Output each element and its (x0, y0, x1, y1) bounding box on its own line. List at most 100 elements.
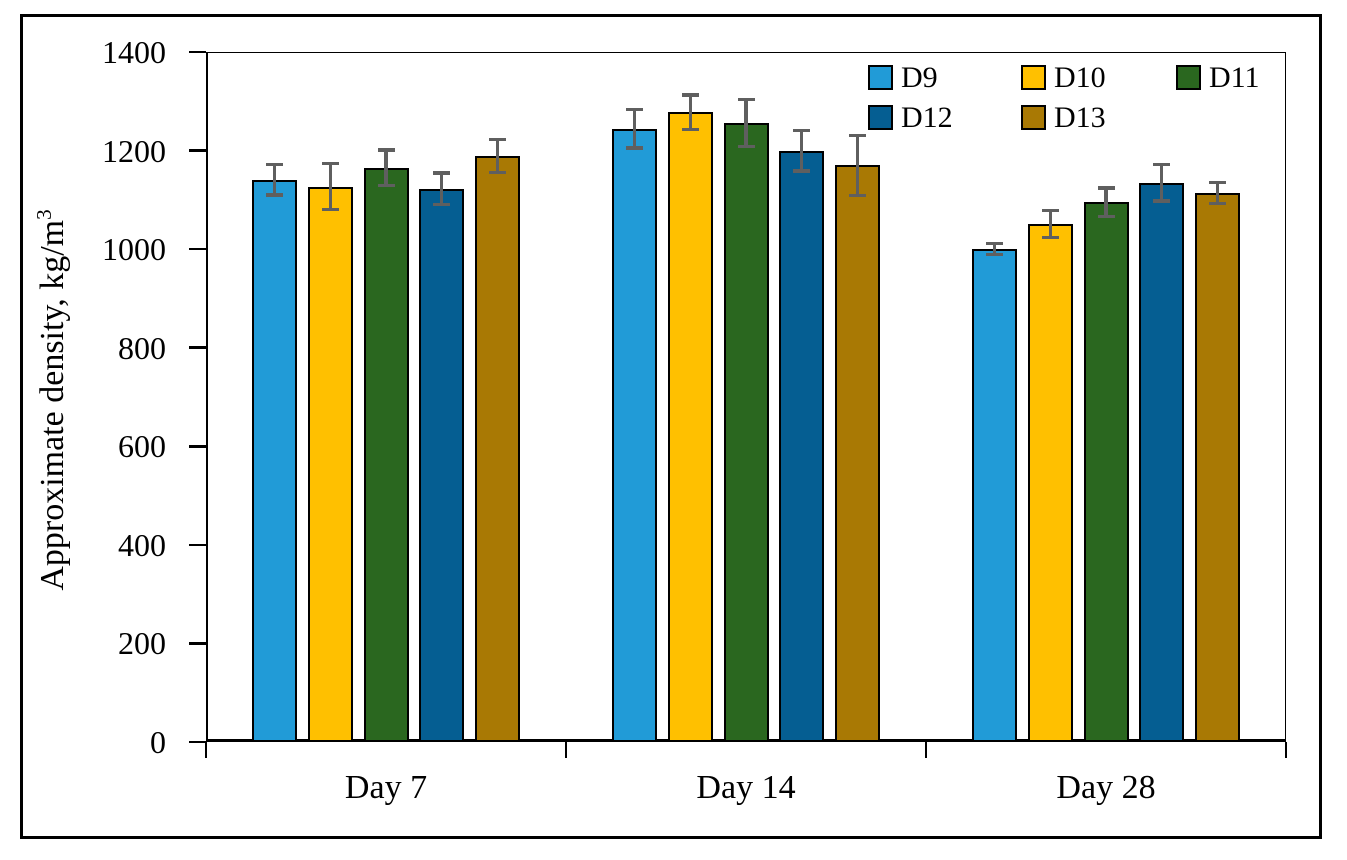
legend-label-d13: D13 (1054, 101, 1106, 134)
bar-d9-day14 (612, 128, 658, 742)
x-axis-category-label: Day 14 (696, 769, 796, 806)
bar-d11-day7 (363, 167, 409, 742)
y-axis-tick (189, 642, 206, 645)
x-axis-category-label: Day 7 (344, 769, 428, 806)
bar-d13-day14 (834, 165, 880, 742)
error-bar-stem (1159, 164, 1164, 201)
y-axis-tick (189, 149, 206, 152)
legend-label-d10: D10 (1054, 61, 1106, 94)
error-bar-cap-top (793, 128, 811, 133)
bar-d10-day28 (1027, 224, 1073, 742)
legend-marker-d11 (1176, 65, 1201, 90)
error-bar-cap-bottom (1097, 214, 1115, 219)
error-bar-cap-top (626, 107, 644, 112)
x-axis-category-label: Day 28 (1056, 769, 1156, 806)
y-axis-tick (189, 740, 206, 744)
error-bar-cap-top (1153, 162, 1171, 167)
y-axis-title-superscript: 3 (31, 209, 56, 220)
legend-label-d9: D9 (901, 61, 938, 94)
error-bar-cap-top (737, 97, 755, 102)
error-bar-cap-top (681, 93, 699, 97)
bar-d12-day28 (1139, 182, 1185, 742)
y-axis-tick-label: 200 (118, 625, 166, 662)
legend-marker-d10 (1021, 65, 1046, 90)
y-axis-tick-label: 0 (150, 724, 166, 760)
bar-d12-day7 (419, 188, 465, 742)
y-axis-tick-label: 800 (118, 329, 166, 366)
legend-item-d11: D11 (1176, 61, 1260, 94)
error-bar-cap-bottom (737, 144, 755, 149)
error-bar-stem (272, 164, 277, 195)
error-bar-cap-bottom (986, 252, 1004, 257)
error-bar-cap-top (848, 133, 866, 138)
y-axis-tick (189, 346, 206, 349)
x-axis-tick (564, 742, 568, 758)
error-bar-cap-bottom (848, 193, 866, 198)
legend-item-d9: D9 (868, 61, 938, 94)
error-bar-cap-bottom (488, 170, 506, 174)
error-bar-cap-top (377, 148, 395, 152)
error-bar-cap-top (321, 161, 339, 166)
error-bar-stem (439, 172, 444, 205)
error-bar-cap-top (986, 241, 1004, 246)
bar-d9-day7 (252, 179, 298, 742)
bar-d13-day28 (1194, 192, 1240, 742)
error-bar-stem (1104, 188, 1108, 217)
legend-marker-d12 (868, 105, 893, 130)
error-bar-cap-bottom (626, 146, 644, 150)
error-bar-stem (632, 109, 637, 149)
bar-d11-day28 (1083, 202, 1129, 742)
error-bar-cap-top (1208, 180, 1226, 185)
legend-label-d12: D12 (901, 101, 953, 134)
error-bar-stem (328, 163, 333, 210)
error-bar-stem (1215, 182, 1220, 204)
bar-d12-day14 (779, 150, 825, 742)
error-bar-stem (384, 150, 388, 186)
figure-border (20, 14, 1322, 839)
legend-item-d10: D10 (1021, 61, 1106, 94)
y-axis-tick (189, 445, 206, 448)
error-bar-cap-bottom (1153, 199, 1171, 203)
error-bar-stem (992, 243, 997, 255)
bar-d13-day7 (474, 155, 520, 742)
y-axis-tick-label: 400 (118, 526, 166, 563)
error-bar-stem (855, 135, 860, 196)
error-bar-cap-bottom (793, 169, 811, 173)
legend-marker-d13 (1021, 105, 1046, 130)
y-axis-tick-label: 600 (118, 428, 166, 465)
error-bar-cap-bottom (266, 193, 284, 197)
x-axis-tick (924, 742, 928, 758)
legend-item-d12: D12 (868, 101, 953, 134)
y-axis-tick (189, 247, 206, 251)
error-bar-cap-top (266, 162, 284, 167)
bar-d10-day7 (307, 186, 353, 742)
y-axis-tick-label: 1200 (102, 132, 166, 169)
error-bar-cap-top (488, 137, 506, 142)
y-axis-tick-label: 1400 (102, 34, 166, 70)
error-bar-stem (744, 99, 748, 147)
error-bar-stem (799, 130, 804, 171)
error-bar-stem (1048, 210, 1053, 238)
legend-item-d13: D13 (1021, 101, 1106, 134)
y-axis-tick (189, 50, 206, 54)
error-bar-cap-bottom (1041, 235, 1059, 240)
error-bar-cap-bottom (681, 127, 699, 132)
y-axis-tick-label: 1000 (102, 231, 166, 268)
error-bar-cap-bottom (1208, 201, 1226, 206)
x-axis-tick (1284, 742, 1288, 758)
legend-marker-d9 (868, 65, 893, 90)
bar-d10-day14 (667, 112, 713, 742)
error-bar-cap-bottom (321, 207, 339, 212)
x-axis-tick (204, 742, 208, 758)
bar-d9-day28 (972, 249, 1018, 742)
error-bar-cap-top (1097, 186, 1115, 190)
legend-label-d11: D11 (1209, 61, 1260, 94)
error-bar-stem (495, 139, 500, 173)
y-axis-tick (189, 543, 206, 547)
error-bar-cap-top (433, 171, 451, 175)
bar-d11-day14 (723, 122, 769, 742)
error-bar-stem (688, 94, 693, 130)
error-bar-cap-top (1041, 208, 1059, 213)
error-bar-cap-bottom (433, 202, 451, 207)
error-bar-cap-bottom (377, 183, 395, 188)
